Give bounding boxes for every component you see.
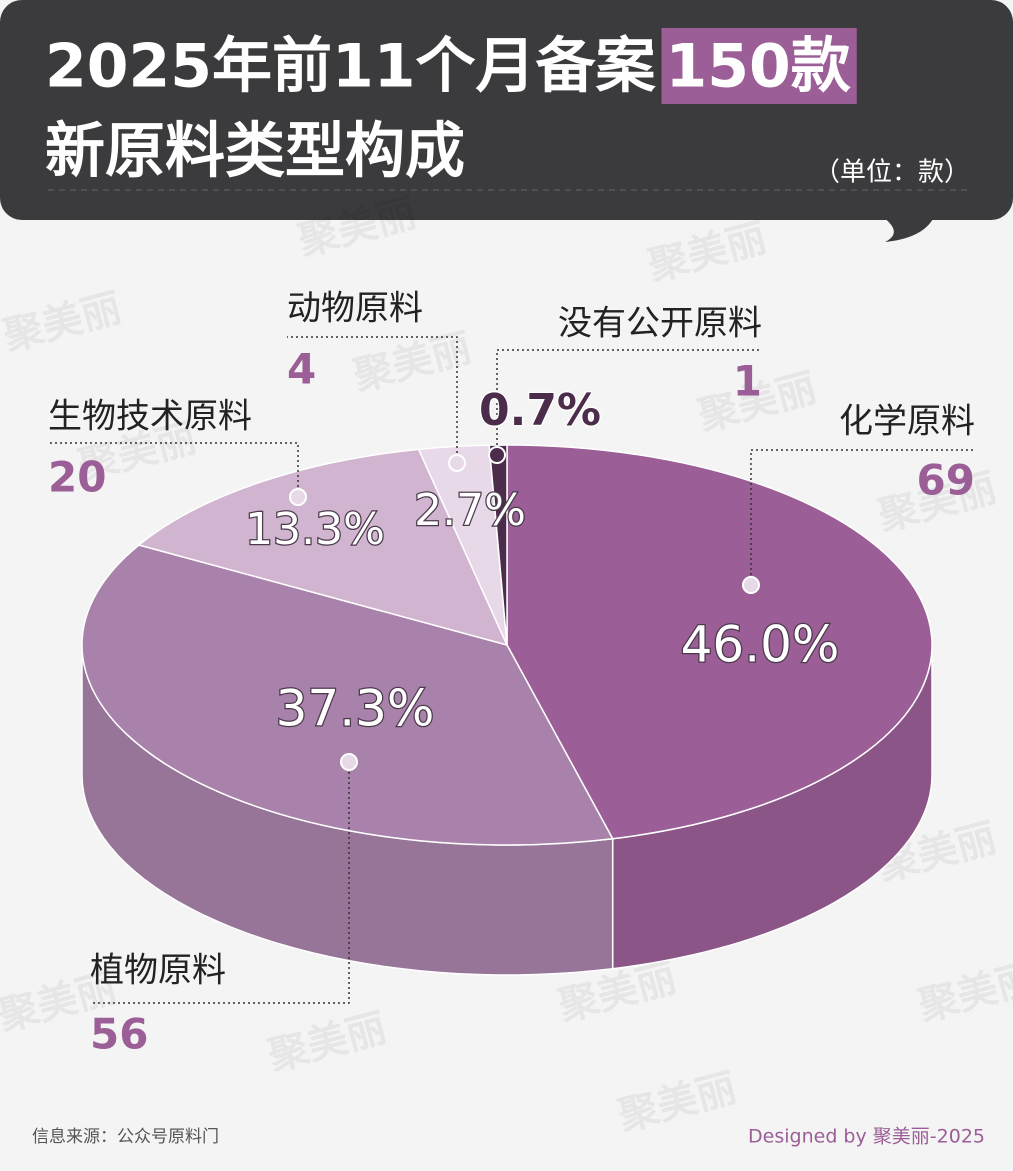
unit-label: （单位：款） bbox=[814, 158, 970, 188]
category-label: 植物原料 bbox=[90, 951, 226, 991]
leader-line bbox=[90, 762, 350, 1004]
leader-dot bbox=[340, 753, 358, 771]
leader-line bbox=[48, 442, 299, 497]
slice bbox=[506, 444, 933, 840]
value-label: 1 bbox=[733, 357, 762, 406]
percent-label: 46.0% bbox=[681, 616, 840, 674]
leader-dot bbox=[289, 488, 307, 506]
category-label: 没有公开原料 bbox=[558, 304, 762, 344]
percent-label: 37.3% bbox=[276, 680, 435, 738]
value-label: 4 bbox=[287, 345, 316, 394]
leader-dot bbox=[448, 454, 466, 472]
leader-dot bbox=[742, 576, 760, 594]
slice bbox=[81, 544, 614, 846]
title-line1: 2025年前11个月备案 bbox=[45, 32, 656, 102]
leader-line bbox=[750, 449, 975, 585]
bubble-tail bbox=[880, 215, 935, 242]
percent-label: 2.7% bbox=[414, 485, 526, 536]
category-label: 生物技术原料 bbox=[48, 397, 252, 437]
leader-line bbox=[496, 349, 762, 455]
title-highlight-bg bbox=[661, 28, 857, 104]
source: 信息来源：公众号原料门 bbox=[32, 1127, 219, 1147]
value-label: 69 bbox=[917, 456, 975, 505]
pie: 化学原料 69 46.0% 植物原料 56 37.3% 生物技术原料 20 13.3% 动物原料 4… bbox=[48, 289, 975, 1059]
percent-label: 13.3% bbox=[245, 504, 385, 555]
slice bbox=[488, 444, 508, 646]
title-highlight: 150款 bbox=[666, 32, 851, 102]
category-label: 化学原料 bbox=[839, 402, 975, 442]
slice bbox=[137, 448, 509, 647]
leader-line bbox=[287, 336, 458, 463]
title-line2: 新原料类型构成 bbox=[45, 117, 465, 187]
category-label: 动物原料 bbox=[287, 289, 423, 329]
value-label: 56 bbox=[90, 1010, 148, 1059]
percent-label: 0.7% bbox=[479, 385, 601, 436]
leader-dot bbox=[488, 446, 506, 464]
credit: Designed by 聚美丽-2025 bbox=[748, 1126, 985, 1148]
value-label: 20 bbox=[48, 453, 106, 502]
